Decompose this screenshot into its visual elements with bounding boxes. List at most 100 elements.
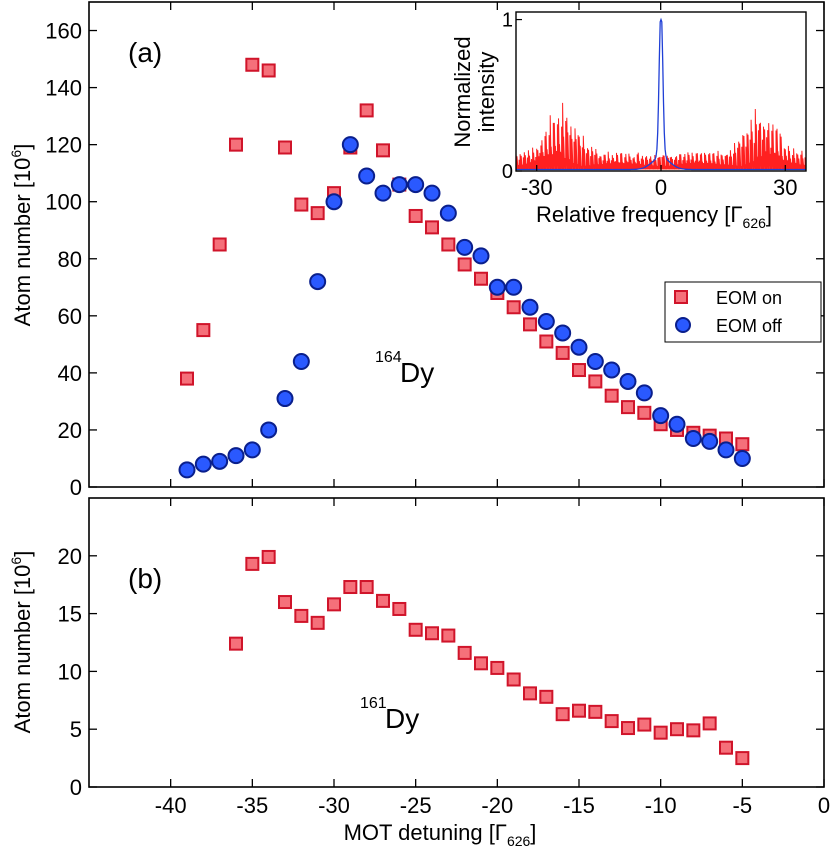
panel-b-y-ticks: 0 5 10 15 20 [58, 544, 824, 800]
eom-on-point [294, 197, 309, 212]
dy161-point [408, 622, 423, 637]
eom-on-point [441, 237, 456, 252]
eom-on-point [261, 63, 276, 78]
panel-b-y-tick-label: 10 [58, 659, 82, 684]
eom-off-point [292, 352, 310, 370]
eom-off-point [505, 278, 523, 296]
panel-b-label: (b) [128, 563, 162, 594]
panel-b-x-tick-label: -40 [155, 793, 187, 818]
eom-on-point [604, 388, 619, 403]
panel-b-y-tick-label: 20 [58, 544, 82, 569]
legend-eom-on-label: EOM on [716, 288, 782, 308]
panel-b-x-tick-label: -25 [400, 793, 432, 818]
eom-on-point [245, 57, 260, 72]
eom-off-point [325, 193, 343, 211]
dy161-point [735, 751, 750, 766]
eom-on-point [523, 317, 537, 332]
eom-off-point [472, 247, 490, 265]
inset: -30 0 30 0 1 Normalized intensity Relative f… [450, 10, 807, 231]
eom-off-point [488, 278, 506, 296]
svg-text:Dy: Dy [385, 703, 419, 734]
eom-off-point [701, 432, 719, 450]
dy161-point [653, 725, 668, 740]
legend-eom-off-marker [675, 317, 691, 333]
eom-on-point [196, 323, 211, 338]
inset-y-axis-label: Normalized intensity [450, 36, 499, 147]
eom-off-point [407, 176, 425, 194]
eom-on-point [229, 137, 243, 152]
inset-ticks: -30 0 30 0 1 [502, 10, 798, 200]
eom-on-point [310, 206, 325, 221]
panel-b-x-tick-label: 0 [818, 793, 830, 818]
dy161-point [719, 740, 733, 755]
eom-off-point [374, 184, 392, 202]
dy161-point [245, 556, 260, 571]
dy161-point [702, 716, 717, 731]
eom-on-point [572, 363, 586, 378]
dy161-point [523, 686, 537, 701]
panel-b-y-axis-label: Atom number [106] [8, 551, 35, 734]
dy161-point [637, 717, 652, 732]
eom-off-point [260, 421, 278, 439]
svg-text:Atom number [106]: Atom number [106] [8, 551, 35, 734]
dy161-point [539, 689, 554, 704]
inset-y-tick-label: 0 [502, 161, 513, 183]
svg-text:161: 161 [360, 695, 387, 712]
panel-b-marks [229, 549, 750, 766]
dy161-point [376, 593, 390, 608]
eom-off-point [423, 184, 441, 202]
panel-a-marks [178, 57, 751, 479]
dy161-point [359, 580, 374, 595]
eom-off-point [211, 452, 229, 470]
eom-off-point [537, 313, 555, 331]
eom-on-point [376, 143, 390, 158]
eom-off-point [586, 352, 604, 370]
panel-b: 0 5 10 15 20 -40 -35 -30 -25 -20 -15 -10 -5 0 (b) 16… [8, 497, 830, 849]
dy161-point [425, 626, 439, 641]
panel-a-y-tick-label: 140 [45, 76, 82, 101]
panel-a-isotope-label: 164 Dy [375, 349, 434, 388]
panel-a-label: (a) [128, 37, 162, 68]
svg-text:Dy: Dy [400, 357, 434, 388]
eom-on-point [474, 271, 488, 286]
eom-off-point [439, 204, 457, 222]
dy161-point [670, 722, 684, 737]
panel-b-isotope-label: 161 Dy [360, 695, 419, 734]
eom-off-point [603, 361, 621, 379]
eom-on-point [425, 220, 439, 235]
panel-a-y-tick-label: 20 [58, 418, 82, 443]
eom-off-point [554, 324, 572, 342]
panel-a-y-tick-label: 100 [45, 190, 82, 215]
dy161-point [343, 580, 358, 595]
eom-off-point [194, 455, 212, 473]
dy161-point [392, 601, 407, 616]
panel-b-x-tick-label: -5 [733, 793, 753, 818]
eom-off-point [178, 461, 196, 479]
dy161-point [572, 703, 586, 718]
svg-text:Normalized: Normalized [450, 36, 475, 147]
panel-a-y-tick-label: 40 [58, 361, 82, 386]
eom-off-point [717, 441, 735, 459]
dy161-point [441, 628, 456, 643]
dy161-point [229, 636, 243, 651]
panel-b-y-tick-label: 5 [70, 717, 82, 742]
panel-b-x-tick-label: -10 [645, 793, 677, 818]
panel-a-frame [88, 1, 825, 488]
eom-off-point [733, 449, 751, 467]
panel-a-y-axis-label: Atom number [106] [8, 144, 35, 327]
dy161-point [278, 595, 292, 610]
eom-off-point [668, 415, 686, 433]
dy161-point [490, 660, 505, 675]
legend-eom-on-marker [674, 290, 688, 304]
eom-on-point [506, 300, 521, 315]
eom-on-point [539, 334, 554, 349]
eom-off-point [341, 136, 359, 154]
inset-y-tick-label: 1 [502, 10, 513, 32]
panel-b-x-tick-label: -35 [236, 793, 268, 818]
eom-off-point [227, 447, 245, 465]
legend-eom-off-label: EOM off [716, 316, 783, 336]
svg-text:MOT detuning [Γ626]: MOT detuning [Γ626] [344, 820, 537, 849]
